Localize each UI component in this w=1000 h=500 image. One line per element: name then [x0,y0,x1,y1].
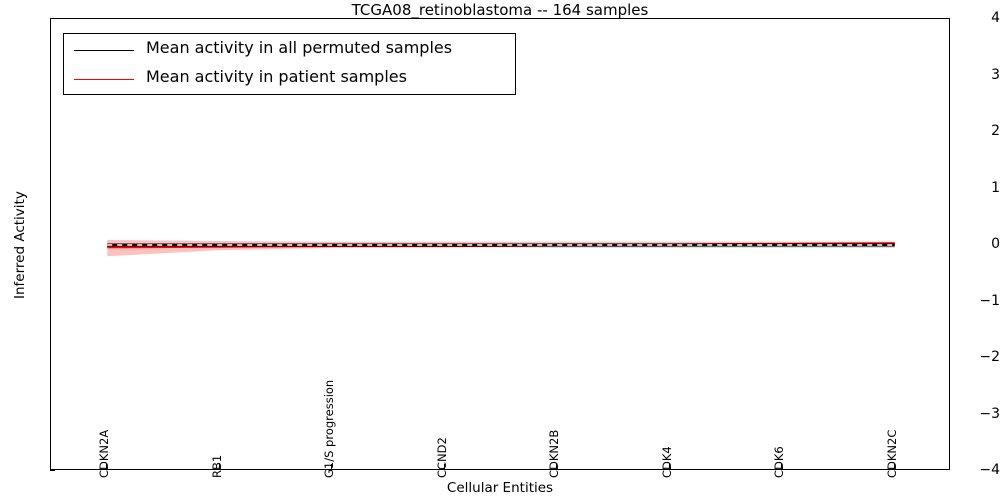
series-line-layer [107,242,895,249]
legend-label-permuted: Mean activity in all permuted samples [146,38,453,57]
chart-plot-svg [107,239,895,257]
y-tick-label: −3 [979,405,1000,422]
y-tick-label: 4 [991,10,1000,26]
x-tick-label: CDKN2C [884,429,899,478]
y-tick-mark [50,470,55,471]
x-tick-label: CDK6 [772,446,787,478]
x-tick-mark [781,464,783,470]
confidence-band-layer [107,239,895,257]
x-tick-label: RB1 [209,454,224,478]
y-tick-label: −1 [979,292,1000,309]
y-tick-label: 3 [991,66,1000,83]
patient-confidence-band [107,239,895,257]
y-tick-label: 2 [991,123,1000,139]
y-tick-label: 1 [991,179,1000,196]
x-tick-mark [218,464,220,470]
x-axis-label: Cellular Entities [446,480,554,496]
x-tick-label: CCND2 [434,437,449,478]
legend-swatch-patient [74,79,134,80]
x-tick-mark [556,464,558,470]
chart-legend: Mean activity in all permuted samples Me… [63,33,516,95]
y-tick-label: 0 [991,236,1000,252]
x-tick-label: G1/S progression [322,379,337,478]
chart-title: TCGA08_retinoblastoma -- 164 samples [351,1,649,19]
x-tick-mark [331,464,333,470]
y-tick-label: −2 [979,349,1000,365]
legend-swatch-permuted [74,50,134,51]
x-tick-mark [893,464,895,470]
legend-label-patient: Mean activity in patient samples [146,67,407,86]
legend-item-permuted: Mean activity in all permuted samples [74,35,514,66]
x-tick-label: CDKN2B [547,429,562,478]
x-tick-mark [106,464,108,470]
x-tick-label: CDKN2A [97,429,112,478]
y-tick-label: −4 [979,462,1000,478]
x-tick-label: CDK4 [659,446,674,478]
x-tick-mark [443,464,445,470]
y-axis-label: Inferred Activity [12,191,28,299]
x-tick-mark [668,464,670,470]
legend-item-patient: Mean activity in patient samples [74,64,514,95]
